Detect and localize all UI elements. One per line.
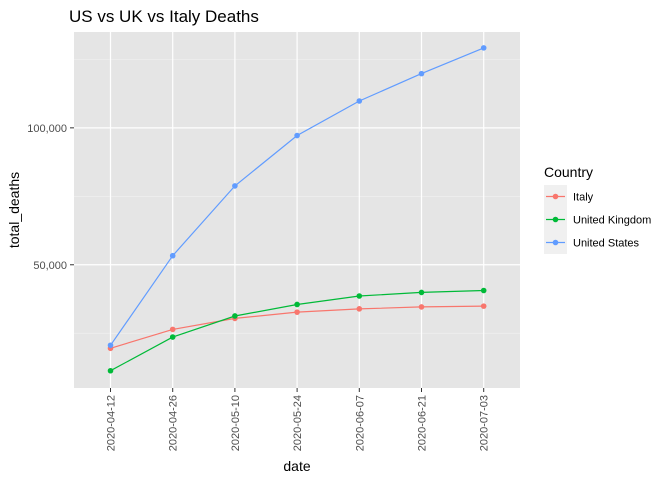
data-point [418,304,425,310]
x-tick-label: 2020-05-24 [292,395,304,451]
legend-entry-label: United Kingdom [573,215,651,227]
data-point [169,252,176,259]
y-tick-label: 50,000 [33,260,67,272]
legend-key-point [552,239,559,246]
data-point [418,70,425,77]
data-point [480,287,487,294]
legend: Country Italy United Kingdom United States [544,164,651,254]
legend-title: Country [544,164,593,180]
data-point [169,334,176,340]
data-point [356,306,363,312]
chart-title: US vs UK vs Italy Deaths [69,7,259,26]
data-point [232,183,238,189]
x-tick-label: 2020-05-10 [230,395,242,451]
y-axis-title: total_deaths [6,172,22,248]
series-layer [107,45,487,374]
x-tick-label: 2020-04-26 [168,395,180,451]
x-tick-label: 2020-07-03 [479,395,491,451]
data-point [356,98,363,104]
legend-key-point [552,216,559,223]
data-point [294,309,300,315]
legend-entry-label: Italy [573,192,594,204]
y-tick-label: 100,000 [27,123,67,135]
data-point [107,367,114,374]
data-point [294,301,300,308]
legend-entry-label: United States [573,238,640,250]
data-point [169,326,176,333]
x-axis: 2020-04-12 2020-04-26 2020-05-10 2020-05-24… [106,388,491,451]
data-point [480,45,487,51]
data-point [356,293,363,299]
x-tick-label: 2020-06-21 [417,395,429,451]
data-point [418,289,425,296]
data-point [294,132,300,139]
y-axis: 50,000 100,000 [27,123,74,272]
x-axis-title: date [283,458,310,474]
x-tick-label: 2020-04-12 [106,395,118,451]
legend-key-point [552,193,559,200]
data-point [232,313,238,319]
data-point [107,342,114,349]
data-point [480,303,487,309]
x-tick-label: 2020-06-07 [354,395,366,451]
